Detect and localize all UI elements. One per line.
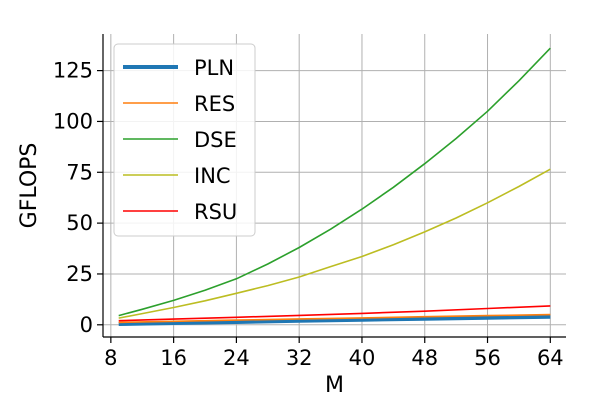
x-tick-label: 32 xyxy=(286,346,313,370)
legend-label-dse: DSE xyxy=(194,128,237,152)
y-tick-label: 25 xyxy=(66,262,93,286)
series-line-res xyxy=(118,313,551,324)
series-lines xyxy=(118,47,551,326)
series-line-inc xyxy=(118,168,551,319)
x-axis-title: M xyxy=(325,373,344,398)
legend-frame xyxy=(113,43,256,237)
legend-label-pln: PLN xyxy=(194,56,234,80)
y-axis-title: GFLOPS xyxy=(17,143,42,229)
x-tick-label: 64 xyxy=(537,346,564,370)
x-ticks: 8 16 24 32 40 48 56 64 xyxy=(104,337,564,370)
legend-label-rsu: RSU xyxy=(194,200,237,224)
x-tick-label: 24 xyxy=(223,346,250,370)
y-tick-label: 0 xyxy=(80,313,93,337)
y-tick-label: 75 xyxy=(66,160,93,184)
y-tick-label: 50 xyxy=(66,211,93,235)
x-tick-label: 48 xyxy=(411,346,438,370)
series-line-pln xyxy=(118,314,551,326)
series-line-rsu xyxy=(118,305,551,322)
x-tick-label: 56 xyxy=(474,346,501,370)
x-tick-label: 16 xyxy=(160,346,187,370)
y-tick-label: 100 xyxy=(53,109,93,133)
x-tick-label: 40 xyxy=(349,346,376,370)
y-tick-label: 125 xyxy=(53,59,93,83)
legend-label-res: RES xyxy=(194,92,235,116)
y-ticks: 0 25 50 75 100 125 xyxy=(53,59,103,337)
legend: PLN RES DSE INC RSU xyxy=(113,43,256,237)
series-line-dse xyxy=(118,47,551,317)
x-tick-label: 8 xyxy=(104,346,117,370)
legend-label-inc: INC xyxy=(194,164,231,188)
axes xyxy=(102,34,566,338)
